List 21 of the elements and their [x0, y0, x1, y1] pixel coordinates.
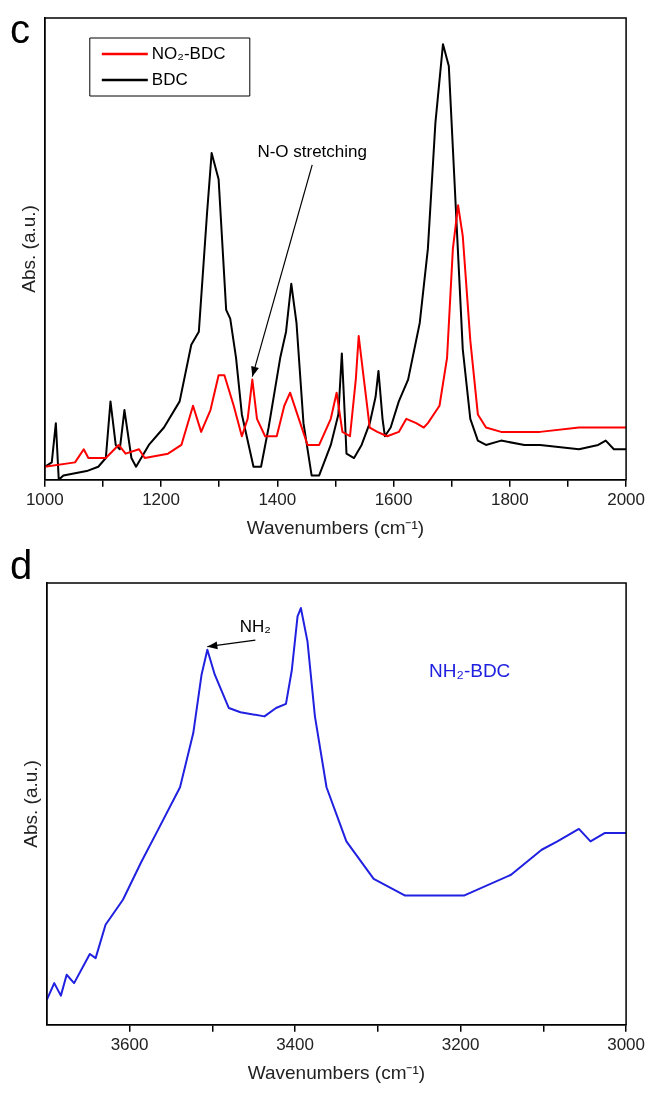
- y-axis-title: Abs. (a.u.): [19, 760, 41, 848]
- x-tick-label: 1800: [490, 489, 529, 509]
- x-tick-label: 2000: [607, 489, 645, 509]
- x-tick-label: 1400: [258, 489, 297, 509]
- x-tick-label: 3600: [110, 1034, 149, 1054]
- text: NH₂-BDC: [429, 659, 511, 681]
- x-axis-title: Wavenumbers (cm⁻¹): [246, 516, 425, 538]
- chart-title: c: [10, 7, 30, 52]
- annotation: NH₂: [239, 616, 271, 636]
- x-tick-label: 1000: [25, 489, 64, 509]
- chart-title: d: [10, 543, 33, 588]
- legend-label: NO₂-BDC: [151, 43, 226, 63]
- x-tick-label: 3000: [607, 1034, 645, 1054]
- annotation: N-O stretching: [257, 141, 367, 161]
- y-axis-title: Abs. (a.u.): [17, 205, 39, 293]
- x-tick-label: 3400: [276, 1034, 314, 1054]
- x-tick-label: 1600: [374, 489, 413, 509]
- x-tick-label: 1200: [142, 489, 180, 509]
- x-axis-title: Wavenumbers (cm⁻¹): [247, 1061, 426, 1083]
- legend-label: BDC: [151, 69, 188, 89]
- x-tick-label: 3200: [441, 1034, 480, 1054]
